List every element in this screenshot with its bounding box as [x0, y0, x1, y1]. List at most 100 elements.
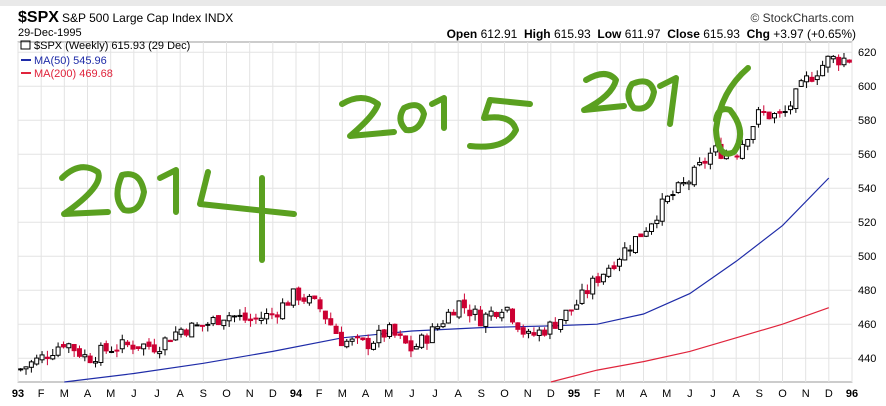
candle: [788, 101, 794, 115]
candle: [547, 320, 553, 340]
candle: [226, 312, 232, 327]
x-tick-label: A: [362, 388, 370, 400]
candle: [114, 344, 120, 358]
candle: [793, 88, 799, 113]
candle-body: [403, 335, 409, 344]
header-symbol: $SPX: [18, 9, 59, 26]
candle-body: [397, 333, 403, 336]
candle: [109, 346, 115, 354]
candle-body: [194, 324, 200, 327]
candle-body: [616, 258, 622, 267]
candle: [242, 307, 248, 323]
candle: [328, 312, 334, 326]
candle-body: [579, 289, 585, 304]
candle: [210, 315, 216, 327]
candle-body: [552, 321, 558, 329]
candle-body: [445, 311, 451, 324]
candle: [397, 330, 403, 339]
candle: [173, 326, 179, 341]
candle: [568, 309, 574, 316]
candle-body: [365, 337, 371, 350]
candle-body: [333, 325, 339, 335]
legend-price: $SPX (Weekly) 615.93 (29 Dec): [34, 40, 190, 52]
brand-logo-text[interactable]: © StockCharts.com: [750, 11, 854, 25]
candle-body: [82, 354, 88, 358]
candle: [493, 311, 499, 319]
candle-body: [841, 57, 847, 66]
candle-body: [199, 324, 205, 327]
candle: [344, 338, 350, 349]
candle-body: [665, 195, 671, 203]
candle-body: [477, 309, 483, 327]
candle-body: [804, 75, 810, 83]
candle-body: [60, 344, 66, 348]
candle: [66, 342, 72, 354]
candle-body: [632, 236, 638, 254]
candle-body: [483, 313, 489, 327]
candle: [638, 233, 644, 238]
candle: [600, 273, 606, 285]
candle-body: [173, 331, 179, 341]
candle-body: [777, 111, 783, 114]
quote-open-value: 612.91: [480, 27, 518, 41]
chart-legend: $SPX (Weekly) 615.93 (29 Dec) MA(50) 545…: [20, 40, 190, 80]
candle-body: [734, 155, 740, 158]
candle: [574, 299, 580, 310]
candle: [814, 70, 820, 86]
candle-body: [568, 309, 574, 312]
legend-ma50: MA(50) 545.96: [34, 55, 107, 67]
candle: [825, 55, 831, 73]
quote-high-value: 615.93: [553, 27, 591, 41]
candle-body: [702, 160, 708, 164]
candle-body: [793, 88, 799, 110]
candle-body: [456, 300, 462, 318]
x-tick-label: S: [200, 388, 207, 400]
annotation-2014: 2014: [59, 164, 297, 263]
x-tick-label: D: [547, 388, 555, 400]
candle-body: [119, 339, 125, 350]
candle: [616, 257, 622, 272]
candle: [830, 55, 836, 64]
x-tick-label: N: [246, 388, 254, 400]
candle: [290, 288, 296, 308]
candle: [483, 312, 489, 333]
candle: [60, 341, 66, 349]
candle: [665, 195, 671, 204]
candle: [750, 126, 756, 144]
candle-layer: [18, 52, 852, 375]
header-brand[interactable]: © StockCharts.com: [750, 11, 854, 25]
candle-body: [686, 181, 692, 185]
candle: [274, 311, 280, 324]
candle: [841, 52, 847, 68]
candle-body: [210, 317, 216, 325]
candle-body: [697, 161, 703, 166]
candle-body: [274, 314, 280, 318]
candle: [643, 227, 649, 238]
candle-body: [114, 349, 120, 352]
candle: [130, 340, 136, 355]
x-tick-label: M: [662, 388, 671, 400]
annotation-2016: 2016: [581, 65, 751, 157]
candle-body: [167, 339, 173, 343]
quote-close-label: Close: [667, 27, 700, 41]
candle-body: [681, 182, 687, 185]
x-tick-label: O: [778, 388, 787, 400]
candle: [745, 138, 751, 151]
candle-body: [499, 311, 505, 319]
candle-body: [306, 295, 312, 304]
candle-body: [50, 355, 56, 360]
candle: [322, 310, 328, 324]
x-tick-label: D: [269, 388, 277, 400]
x-tick-label: F: [38, 388, 45, 400]
candle-body: [638, 233, 644, 238]
candle: [82, 349, 88, 362]
candle-body: [354, 336, 360, 339]
candle-body: [328, 318, 334, 326]
candle: [403, 335, 409, 344]
candle: [520, 324, 526, 338]
candle-body: [141, 343, 147, 350]
candle-body: [761, 111, 767, 114]
candle: [467, 304, 473, 323]
candle-body: [584, 290, 590, 295]
